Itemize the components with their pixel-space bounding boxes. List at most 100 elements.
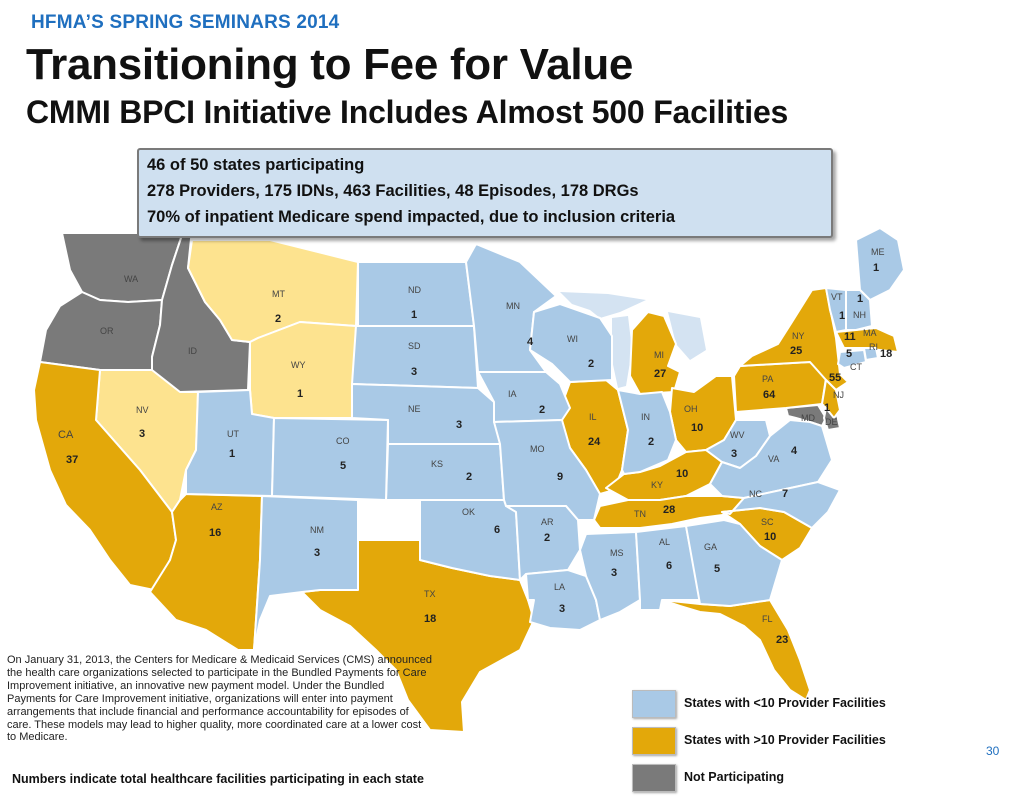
state-shape-NJ: [821, 379, 841, 419]
state-count-OH: 10: [691, 422, 703, 434]
state-count-PA: 64: [763, 389, 776, 401]
state-count-NE: 3: [456, 419, 462, 431]
state-label-ND: ND: [408, 285, 421, 295]
state-count-TX: 18: [424, 613, 436, 625]
state-label-CA: CA: [58, 429, 74, 441]
state-shape-LA: [525, 569, 601, 631]
state-shape-PA: [733, 361, 827, 413]
state-label-SD: SD: [408, 341, 421, 351]
state-count-LA: 3: [559, 603, 565, 615]
state-label-NC: NC: [749, 489, 762, 499]
state-shape-ME: [855, 227, 905, 301]
state-count-AZ: 16: [209, 527, 221, 539]
state-shape-MA: [835, 327, 899, 353]
state-count-MI: 27: [654, 368, 666, 380]
state-count-WV: 3: [731, 448, 737, 460]
state-shape-VA: [709, 419, 833, 499]
state-shape-MO: [493, 419, 601, 521]
state-shape-CA: [33, 361, 177, 591]
state-count-NM: 3: [314, 547, 320, 559]
page-number: 30: [986, 744, 1000, 758]
state-count-NY: 25: [790, 345, 802, 357]
state-shape-GA: [685, 519, 783, 607]
state-count-AL: 6: [666, 560, 672, 572]
state-count-VA: 4: [791, 445, 798, 457]
state-count-NC: 7: [782, 488, 788, 500]
state-label-VT: VT: [831, 292, 843, 302]
state-count-WI: 2: [588, 358, 594, 370]
state-count-MO: 9: [557, 471, 563, 483]
state-count-CA: 37: [66, 454, 78, 466]
state-shape-CO: [271, 417, 389, 501]
state-shape-CT: [837, 349, 867, 369]
state-label-MN: MN: [506, 301, 520, 311]
state-shape-WY: [249, 321, 357, 419]
state-count-MN: 4: [527, 336, 534, 348]
state-label-KS: KS: [431, 459, 443, 469]
state-label-KY: KY: [651, 480, 663, 490]
state-label-GA: GA: [704, 542, 717, 552]
state-label-IA: IA: [508, 389, 517, 399]
state-label-OK: OK: [462, 507, 475, 517]
lake-michigan: [612, 316, 632, 388]
state-label-MD: MD: [801, 413, 815, 423]
state-count-CO: 5: [340, 460, 346, 472]
state-label-RI: RI: [869, 342, 878, 352]
state-label-CT: CT: [850, 362, 862, 372]
state-label-MT: MT: [272, 289, 285, 299]
legend-swatch-under-10: [632, 690, 676, 718]
seminar-label: HFMA’S SPRING SEMINARS 2014: [31, 12, 340, 33]
cms-note: On January 31, 2013, the Centers for Med…: [7, 654, 432, 744]
footnote: Numbers indicate total healthcare facili…: [12, 772, 424, 786]
state-label-OH: OH: [684, 404, 698, 414]
state-label-NY: NY: [792, 331, 805, 341]
state-count-MA: 11: [844, 331, 856, 343]
legend-swatch-over-10: [632, 727, 676, 755]
state-count-CT: 5: [846, 348, 852, 360]
state-shape-WI: [529, 303, 613, 383]
state-count-SC: 10: [764, 531, 776, 543]
state-shape-IN: [617, 389, 677, 475]
state-label-NV: NV: [136, 405, 149, 415]
state-label-AR: AR: [541, 517, 554, 527]
state-count-IL: 24: [588, 436, 601, 448]
state-count-KS: 2: [466, 471, 472, 483]
state-count-IN: 2: [648, 436, 654, 448]
state-shape-NM: [253, 495, 359, 651]
state-count-TN: 28: [663, 504, 675, 516]
state-label-DE: DE: [825, 417, 838, 427]
state-shape-FL: [661, 599, 811, 701]
state-label-PA: PA: [762, 374, 773, 384]
state-label-NM: NM: [310, 525, 324, 535]
state-count-NH: 1: [857, 293, 863, 305]
state-count-MS: 3: [611, 567, 617, 579]
summary-line-counts: 278 Providers, 175 IDNs, 463 Facilities,…: [147, 182, 639, 200]
state-count-UT: 1: [229, 448, 235, 460]
state-label-MI: MI: [654, 350, 664, 360]
state-label-OR: OR: [100, 326, 114, 336]
state-count-FL: 23: [776, 634, 788, 646]
state-count-MT: 2: [275, 313, 281, 325]
state-label-MA: MA: [863, 328, 877, 338]
state-label-AL: AL: [659, 537, 670, 547]
state-label-CO: CO: [336, 436, 350, 446]
state-label-ID: ID: [188, 346, 198, 356]
legend-label-not-participating: Not Participating: [684, 770, 785, 784]
state-count-SD: 3: [411, 366, 417, 378]
state-count-NV: 3: [139, 428, 145, 440]
state-count-GA: 5: [714, 563, 720, 575]
state-label-WV: WV: [730, 430, 745, 440]
state-shape-NH: [845, 289, 873, 331]
state-label-SC: SC: [761, 517, 774, 527]
state-label-MO: MO: [530, 444, 545, 454]
lake-huron-erie: [668, 312, 706, 360]
state-label-LA: LA: [554, 582, 565, 592]
state-count-ME: 1: [873, 262, 879, 274]
state-count-WY: 1: [297, 388, 303, 400]
state-label-FL: FL: [762, 614, 773, 624]
state-count-IA: 2: [539, 404, 545, 416]
state-count-OK: 6: [494, 524, 500, 536]
state-shape-IA: [477, 371, 571, 423]
state-label-NH: NH: [853, 310, 866, 320]
